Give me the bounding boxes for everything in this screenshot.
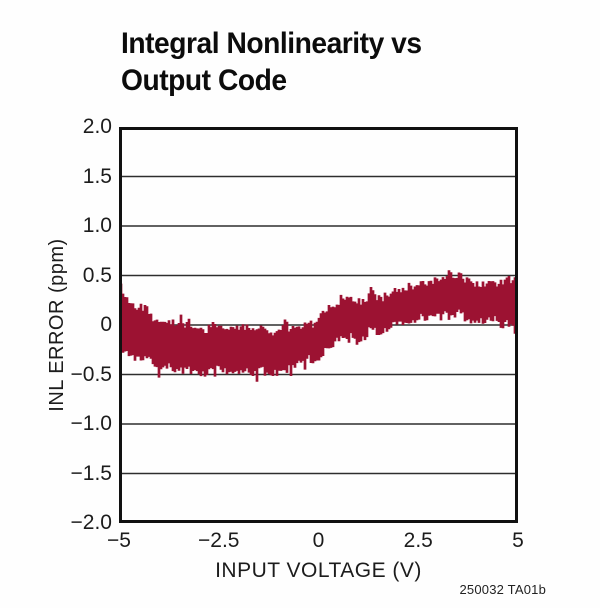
x-tick-label: −5 [107, 529, 131, 552]
y-tick-label: 0.5 [82, 263, 112, 287]
x-tick-label: 2.5 [403, 529, 433, 552]
chart-title-line1: Integral Nonlinearity vs [121, 27, 422, 60]
y-tick-label: 1.5 [82, 164, 112, 188]
y-tick-label: −2.0 [70, 511, 112, 534]
y-tick-label: −1.0 [70, 412, 112, 435]
plot-frame [119, 127, 518, 523]
x-tick-label: 5 [512, 529, 524, 552]
chart-title-line2: Output Code [121, 64, 287, 97]
figure-number: 250032 TA01b [459, 582, 546, 597]
y-tick-label: 2.0 [82, 115, 112, 138]
y-tick-label: −1.5 [70, 461, 112, 485]
y-tick-label: 1.0 [82, 214, 112, 237]
chart-title: Integral Nonlinearity vs Output Code [121, 25, 422, 99]
x-axis-title: INPUT VOLTAGE (V) [215, 559, 422, 582]
plot-svg [119, 127, 518, 523]
y-tick-label: 0 [100, 313, 112, 336]
inl-error-band [119, 270, 517, 382]
x-tick-label: −2.5 [198, 529, 240, 552]
y-tick-label: −0.5 [70, 362, 112, 386]
x-tick-label: 0 [312, 529, 325, 552]
